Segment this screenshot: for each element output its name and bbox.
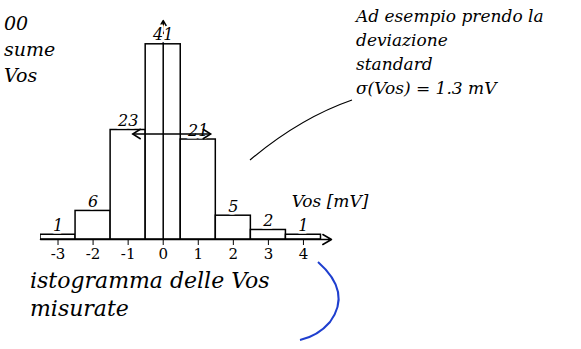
svg-text:σ(Vos) = 1.3 mV: σ(Vos) = 1.3 mV bbox=[356, 78, 498, 98]
svg-text:00: 00 bbox=[4, 12, 28, 34]
svg-text:4: 4 bbox=[299, 245, 309, 263]
svg-text:3: 3 bbox=[264, 245, 274, 263]
svg-text:21: 21 bbox=[188, 120, 209, 140]
svg-text:-1: -1 bbox=[121, 245, 136, 263]
svg-text:Vos [mV]: Vos [mV] bbox=[292, 191, 369, 211]
svg-text:Vos: Vos bbox=[4, 64, 37, 86]
svg-text:5: 5 bbox=[228, 197, 238, 216]
svg-text:23: 23 bbox=[117, 111, 138, 130]
svg-text:misurate: misurate bbox=[30, 296, 129, 321]
svg-text:41: 41 bbox=[152, 25, 173, 44]
svg-text:standard: standard bbox=[356, 54, 433, 74]
svg-text:istogramma delle Vos: istogramma delle Vos bbox=[30, 268, 270, 293]
svg-text:-3: -3 bbox=[51, 245, 66, 263]
svg-text:sume: sume bbox=[4, 38, 55, 60]
svg-text:1: 1 bbox=[298, 216, 308, 235]
svg-text:1: 1 bbox=[53, 216, 63, 235]
svg-text:6: 6 bbox=[88, 192, 98, 211]
svg-text:0: 0 bbox=[158, 245, 168, 263]
svg-text:-2: -2 bbox=[86, 245, 101, 263]
svg-text:deviazione: deviazione bbox=[356, 30, 448, 50]
svg-text:Ad esempio prendo la: Ad esempio prendo la bbox=[354, 6, 544, 26]
svg-text:1: 1 bbox=[193, 245, 203, 263]
svg-text:2: 2 bbox=[229, 245, 239, 263]
svg-text:2: 2 bbox=[262, 211, 273, 230]
